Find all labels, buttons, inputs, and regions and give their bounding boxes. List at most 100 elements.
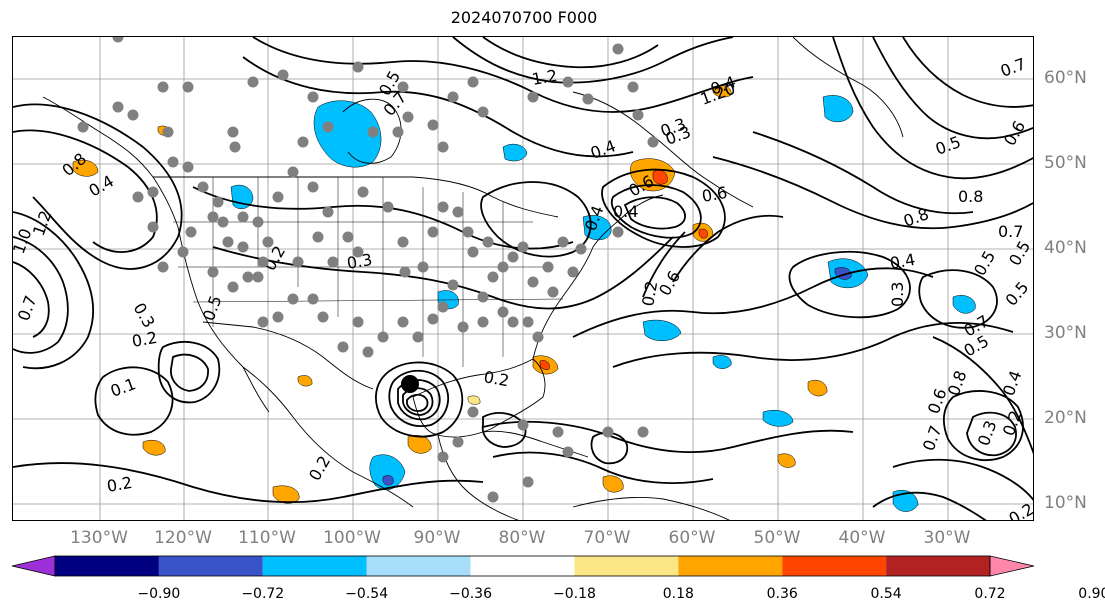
station-marker (612, 226, 624, 238)
contour-line (492, 451, 714, 484)
station-marker (527, 276, 539, 288)
contour-label: 0.7 (919, 423, 946, 453)
station-marker (562, 446, 574, 458)
map-canvas: 0.50.71.21.200.40.30.60.80.50.70.40.3 0.5… (13, 37, 1035, 521)
orange-patch-mex-w (297, 375, 313, 387)
blue-patch-quebec (502, 143, 528, 162)
contour-line (13, 236, 69, 354)
colorbar-bin (55, 556, 159, 576)
blue-patch-east-atlantic (952, 295, 976, 314)
station-marker (575, 243, 587, 255)
longitude-label: 50°W (753, 528, 801, 548)
contour-line (13, 103, 183, 270)
station-marker (182, 161, 194, 173)
contour-line (388, 369, 449, 427)
station-marker (277, 69, 289, 81)
station-marker (377, 331, 389, 343)
colorbar-bin (574, 556, 679, 576)
contour-line (623, 196, 686, 230)
contour-line (482, 420, 854, 454)
contour-label: 0.2 (1006, 499, 1035, 521)
orange-patch-pacific2 (272, 485, 300, 504)
colorbar-bin (782, 556, 887, 576)
station-marker (497, 306, 509, 318)
station-marker (357, 186, 369, 198)
station-marker (467, 76, 479, 88)
station-marker (452, 206, 464, 218)
station-marker (632, 109, 644, 121)
coast-greenland (792, 37, 904, 138)
contour-label: 0.1 (108, 374, 138, 401)
station-marker (467, 246, 479, 258)
station-marker (647, 136, 659, 148)
station-marker (342, 231, 354, 243)
coast-labrador (572, 91, 754, 208)
station-marker (392, 126, 404, 138)
station-marker (272, 191, 284, 203)
station-marker (542, 261, 554, 273)
station-marker (552, 426, 564, 438)
station-marker (477, 291, 489, 303)
colorbar-bin (366, 556, 471, 576)
longitude-label: 120°W (154, 528, 212, 548)
station-marker (602, 426, 614, 438)
colorbar-tick-label: −0.54 (345, 586, 389, 602)
contour-line (788, 250, 911, 319)
station-marker (362, 346, 374, 358)
station-marker (162, 126, 174, 138)
station-marker (262, 236, 274, 248)
contour-line (397, 379, 441, 421)
station-marker (352, 246, 364, 258)
latitude-label: 40°N (1044, 238, 1087, 258)
station-marker (382, 201, 394, 213)
station-marker (112, 37, 124, 43)
contour-line (375, 361, 464, 438)
blue-patch-hudson (313, 100, 382, 168)
station-marker (157, 81, 169, 93)
station-marker (412, 331, 424, 343)
station-marker (612, 43, 624, 55)
station-markers (77, 37, 659, 503)
contour-line (452, 37, 734, 84)
longitude-label: 70°W (583, 528, 631, 548)
station-marker (497, 261, 509, 273)
colorbar-extend-high (989, 555, 1035, 577)
orange-patch-atl-mid (807, 379, 828, 397)
station-marker (127, 109, 139, 121)
contour-line (252, 37, 754, 113)
station-marker (177, 246, 189, 258)
contour-line (13, 211, 95, 370)
contour-line (13, 462, 484, 504)
blue-patch-greenland (822, 95, 854, 123)
station-marker (532, 331, 544, 343)
station-marker (112, 101, 124, 113)
station-marker (627, 81, 639, 93)
station-marker (167, 156, 179, 168)
colorbar-bins (11, 555, 1035, 577)
contour-line (242, 56, 634, 158)
blue-patch-tropical (762, 409, 794, 427)
blue-patch-south (369, 454, 406, 491)
latitude-label: 20°N (1044, 408, 1087, 428)
station-marker (147, 221, 159, 233)
station-marker (237, 211, 249, 223)
station-marker (292, 256, 304, 268)
orange-patch-carib (602, 475, 624, 493)
station-marker (567, 266, 579, 278)
station-marker (447, 279, 459, 291)
longitude-label: 110°W (238, 528, 296, 548)
station-marker (252, 271, 264, 283)
colorbar-outline (54, 555, 991, 577)
contour-line (94, 366, 174, 436)
station-marker (437, 451, 449, 463)
contour-lines (13, 37, 1033, 520)
contour-label: 0.3 (345, 250, 373, 273)
station-marker (287, 166, 299, 178)
station-marker (522, 476, 534, 488)
coast-east-us (532, 194, 664, 360)
red-patch-florida (539, 360, 550, 370)
station-marker (417, 261, 429, 273)
station-marker (317, 311, 329, 323)
station-marker (547, 286, 559, 298)
station-marker (227, 126, 239, 138)
